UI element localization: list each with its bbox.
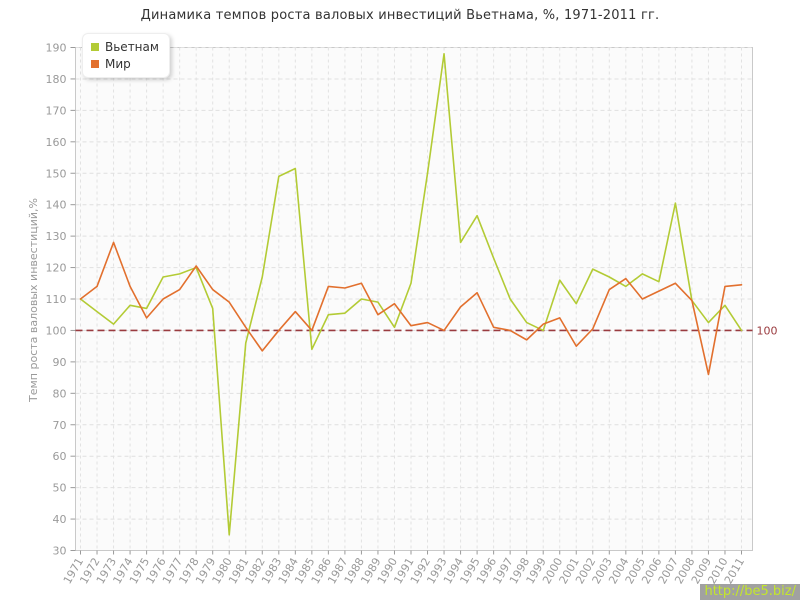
legend-swatch-icon [91,60,99,68]
y-tick-label: 60 [53,450,67,463]
y-tick-label: 100 [46,324,67,337]
series-line-vietnam [79,52,743,536]
watermark-link[interactable]: http://be5.biz/ [700,584,800,600]
series-line-world [79,241,743,376]
y-tick-label: 160 [46,136,67,149]
y-tick-label: 140 [46,199,67,212]
legend-label: Мир [105,57,131,71]
legend-label: Вьетнам [105,40,159,54]
y-tick-label: 180 [46,73,67,86]
y-tick-label: 90 [53,356,67,369]
y-tick-label: 80 [53,387,67,400]
y-tick-label: 190 [46,42,67,55]
chart-legend: Вьетнам Мир [82,33,170,78]
y-tick-label: 40 [53,513,67,526]
y-tick-label: 170 [46,104,67,117]
chart-title: Динамика темпов роста валовых инвестиций… [140,8,660,23]
legend-item-vietnam[interactable]: Вьетнам [91,40,159,54]
y-axis-title: Темп роста валовых инвестиций,% [27,198,40,402]
y-tick-label: 70 [53,419,67,432]
legend-item-world[interactable]: Мир [91,57,159,71]
y-tick-label: 30 [53,545,67,558]
y-tick-label: 130 [46,230,67,243]
y-tick-label: 120 [46,262,67,275]
legend-swatch-icon [91,43,99,51]
y-tick-label: 150 [46,167,67,180]
reference-line-label: 100 [757,324,778,337]
y-tick-label: 50 [53,482,67,495]
y-tick-label: 110 [46,293,67,306]
